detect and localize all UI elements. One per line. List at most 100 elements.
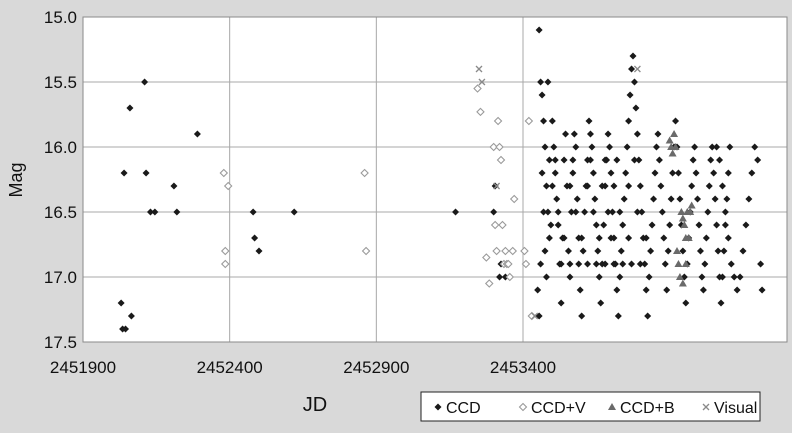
ccd-b-point <box>687 201 696 209</box>
ccd-point <box>636 260 644 268</box>
ccd-point <box>570 130 578 138</box>
ccd-point <box>613 286 621 294</box>
ccd-point <box>625 182 633 190</box>
ccd-v-point <box>482 253 491 262</box>
ccd-point <box>748 169 756 177</box>
ccd-point <box>660 234 668 242</box>
ccd-point <box>594 247 602 255</box>
ccd-point <box>620 195 628 203</box>
legend: CCD CCD+V CCD+B Visual <box>420 391 761 422</box>
ccd-point <box>658 208 666 216</box>
ccd-point <box>560 156 568 164</box>
legend-label-ccd: CCD <box>446 400 481 417</box>
ccd-point <box>727 260 735 268</box>
ccd-point <box>255 247 263 255</box>
x-tick-label: 2451900 <box>50 358 116 377</box>
ccd-point <box>548 182 556 190</box>
ccd-point <box>578 234 586 242</box>
ccd-point <box>663 286 671 294</box>
ccd-point <box>579 247 587 255</box>
ccd-v-point <box>220 259 230 269</box>
ccd-point <box>688 182 696 190</box>
ccd-v-point <box>505 272 515 282</box>
ccd-point <box>608 208 616 216</box>
ccd-point <box>613 156 621 164</box>
ccd-point <box>635 156 643 164</box>
ccd-point <box>636 182 644 190</box>
ccd-v-point <box>524 116 534 126</box>
legend-box <box>420 391 761 422</box>
plot-area <box>83 17 787 342</box>
ccd-point <box>490 208 498 216</box>
ccd-point <box>619 221 627 229</box>
ccd-v-point <box>361 246 371 256</box>
ccd-point <box>726 143 734 151</box>
ccd-v-point <box>484 279 494 288</box>
ccd-point <box>120 169 128 177</box>
ccd-point <box>701 260 709 268</box>
ccd-v-point <box>504 259 513 269</box>
ccd-point <box>170 182 178 190</box>
ccd-point <box>724 169 732 177</box>
ccd-point <box>650 195 658 203</box>
ccd-point <box>630 78 638 86</box>
ccd-point <box>547 221 555 229</box>
ccd-point <box>630 156 638 164</box>
ccd-point <box>647 247 655 255</box>
ccd-point <box>496 273 504 281</box>
y-tick-label: 17.5 <box>44 333 77 352</box>
y-tick-labels: 15.0 15.5 16.0 16.5 17.0 17.5 <box>44 8 77 352</box>
ccd-point <box>742 221 750 229</box>
ccd-b-point <box>674 260 683 267</box>
ccd-point <box>173 208 181 216</box>
ccd-point <box>537 78 545 86</box>
ccd-b-point <box>675 273 684 280</box>
x-tick-labels: 2451900 2452400 2452900 2453400 <box>50 358 556 377</box>
ccd-v-point <box>495 142 504 152</box>
legend-label-visual: Visual <box>714 400 757 417</box>
ccd-point <box>717 299 725 307</box>
ccd-point <box>595 234 603 242</box>
ccd-point <box>544 208 552 216</box>
ccd-point <box>589 169 597 177</box>
ccd-point <box>733 286 741 294</box>
ccd-point <box>711 195 719 203</box>
ccd-point <box>619 260 627 268</box>
ccd-point <box>721 208 729 216</box>
ccd-point <box>676 195 684 203</box>
ccd-point <box>654 130 662 138</box>
ccd-v-point <box>521 259 531 269</box>
data-points <box>117 26 766 333</box>
ccd-point <box>553 195 561 203</box>
visual-point <box>493 182 501 190</box>
ccd-point <box>584 182 592 190</box>
ccd-point <box>572 208 580 216</box>
ccd-point <box>193 130 201 138</box>
ccd-point <box>122 325 130 333</box>
ccd-point <box>664 247 672 255</box>
ccd-point <box>698 273 706 281</box>
ccd-point <box>666 221 674 229</box>
y-tick-label: 16.5 <box>44 203 77 222</box>
ccd-point <box>645 273 653 281</box>
ccd-point <box>691 143 699 151</box>
ccd-point <box>551 156 559 164</box>
x-tick-label: 2453400 <box>490 358 556 377</box>
ccd-v-point <box>493 116 503 126</box>
ccd-point <box>641 260 649 268</box>
ccd-point <box>538 91 546 99</box>
ccd-point <box>736 273 744 281</box>
ccd-point <box>695 221 703 229</box>
ccd-point <box>540 117 548 125</box>
ccd-point <box>452 208 460 216</box>
ccd-point <box>606 143 614 151</box>
ccd-point <box>633 130 641 138</box>
ccd-point <box>581 208 589 216</box>
ccd-point <box>141 78 149 86</box>
y-tick-label: 16.0 <box>44 138 77 157</box>
ccd-point <box>146 208 154 216</box>
ccd-point <box>591 195 599 203</box>
ccd-point <box>655 156 663 164</box>
ccd-v-point <box>509 194 519 204</box>
